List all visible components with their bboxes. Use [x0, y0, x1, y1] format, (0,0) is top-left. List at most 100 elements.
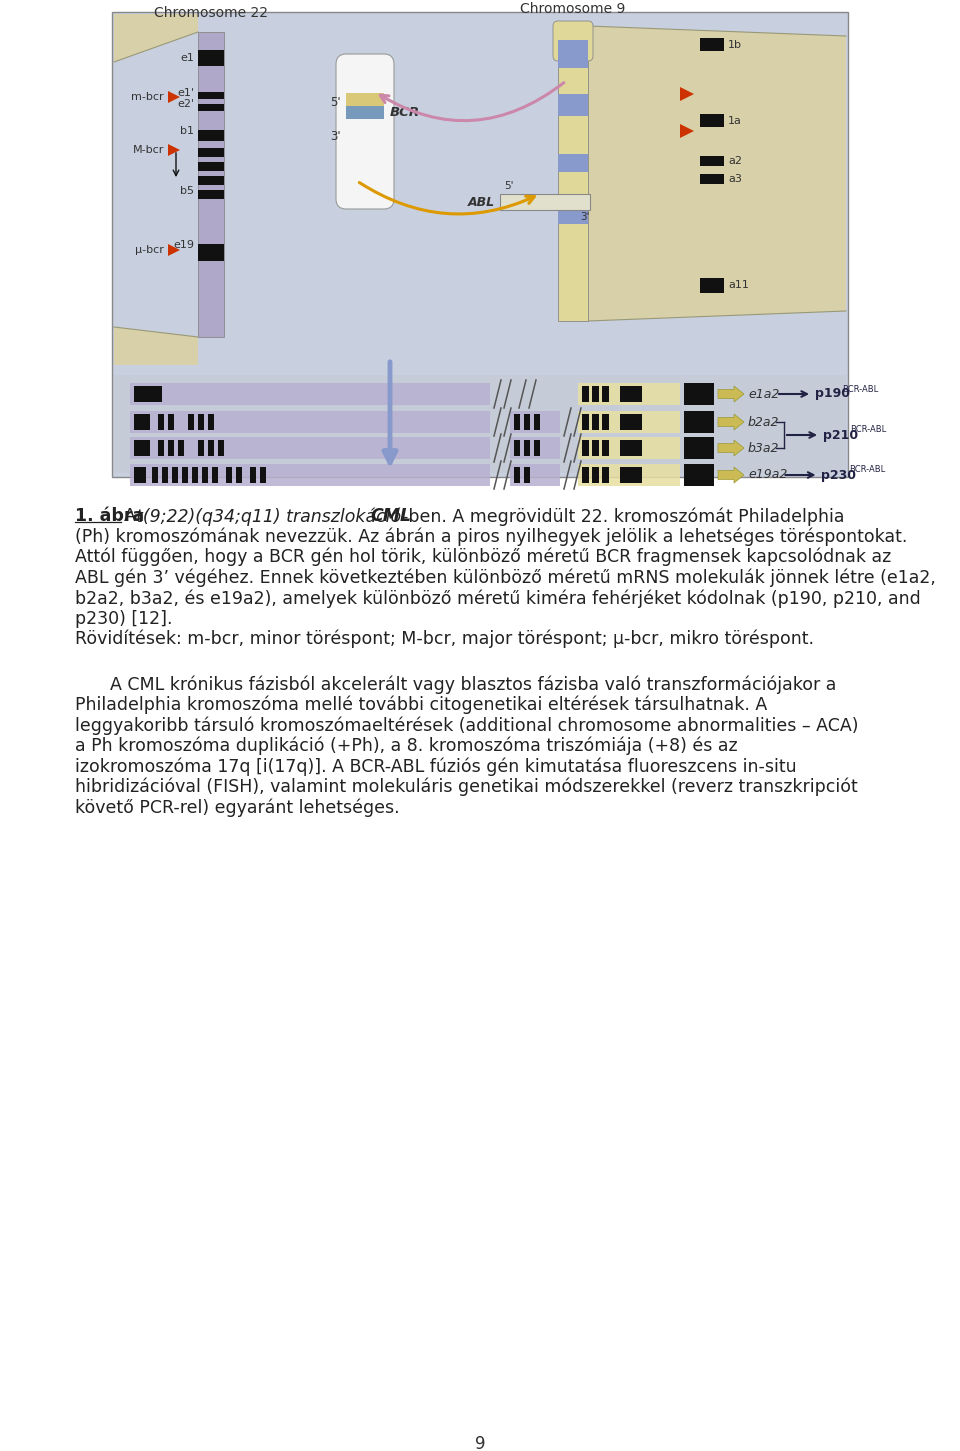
Bar: [558, 26, 588, 321]
Text: b2a2: b2a2: [748, 415, 780, 428]
Text: Chromosome 22: Chromosome 22: [154, 6, 268, 20]
FancyArrowPatch shape: [380, 83, 564, 120]
Bar: [510, 411, 560, 432]
Bar: [158, 440, 164, 456]
Text: ABL gén 3’ végéhez. Ennek következtében különböző méretű mRNS molekulák jönnek l: ABL gén 3’ végéhez. Ennek következtében …: [75, 569, 936, 588]
Text: e19a2: e19a2: [748, 469, 787, 482]
Bar: [578, 411, 680, 432]
Bar: [198, 163, 224, 171]
Bar: [198, 131, 224, 141]
Bar: [198, 32, 224, 337]
Bar: [582, 386, 589, 402]
Bar: [198, 176, 224, 184]
Text: Philadelphia kromoszóma mellé további citogenetikai eltérések társulhatnak. A: Philadelphia kromoszóma mellé további ci…: [75, 695, 767, 714]
Text: b5: b5: [180, 186, 194, 196]
Text: Attól függően, hogy a BCR gén hol törik, különböző méretű BCR fragmensek kapcsol: Attól függően, hogy a BCR gén hol törik,…: [75, 548, 891, 566]
Bar: [620, 440, 642, 456]
Bar: [208, 440, 214, 456]
Bar: [114, 374, 846, 473]
Bar: [250, 467, 256, 483]
Text: követő PCR-rel) egyaránt lehetséges.: követő PCR-rel) egyaránt lehetséges.: [75, 798, 399, 817]
Text: BCR: BCR: [390, 106, 420, 119]
Text: izokromoszóma 17q [i(17q)]. A BCR-ABL fúziós gén kimutatása fluoreszcens in-sit: izokromoszóma 17q [i(17q)]. A BCR-ABL fú…: [75, 757, 797, 776]
Bar: [198, 49, 224, 65]
Bar: [524, 467, 530, 483]
Bar: [514, 467, 520, 483]
Text: ABL: ABL: [468, 196, 495, 209]
Text: m-bcr: m-bcr: [132, 91, 164, 102]
Bar: [524, 440, 530, 456]
Polygon shape: [680, 87, 694, 102]
Bar: [534, 440, 540, 456]
Bar: [192, 467, 198, 483]
Bar: [700, 279, 724, 293]
Bar: [700, 174, 724, 184]
Bar: [188, 414, 194, 429]
Bar: [130, 464, 490, 486]
Polygon shape: [718, 467, 744, 483]
Text: 1a: 1a: [728, 116, 742, 125]
Polygon shape: [168, 244, 180, 255]
Bar: [582, 414, 589, 429]
Bar: [700, 157, 724, 165]
Bar: [534, 414, 540, 429]
Bar: [684, 383, 714, 405]
FancyBboxPatch shape: [553, 20, 593, 61]
Bar: [592, 467, 599, 483]
Text: b3a2: b3a2: [748, 441, 780, 454]
Text: μ-bcr: μ-bcr: [135, 245, 164, 255]
Text: a Ph kromoszóma duplikáció (+Ph), a 8. kromoszóma triszómiája (+8) és az: a Ph kromoszóma duplikáció (+Ph), a 8. k…: [75, 737, 737, 755]
Text: hibridizációval (FISH), valamint molekuláris genetikai módszerekkel (reverz tran: hibridizációval (FISH), valamint molekul…: [75, 778, 857, 797]
Bar: [578, 464, 680, 486]
Bar: [218, 440, 224, 456]
Bar: [130, 383, 490, 405]
Polygon shape: [114, 326, 198, 366]
Text: BCR-ABL: BCR-ABL: [849, 466, 885, 474]
Bar: [212, 467, 218, 483]
Polygon shape: [168, 91, 180, 103]
Bar: [134, 467, 146, 483]
Text: leggyakoribb társuló kromoszómaeltérések (additional chromosome abnormalities – : leggyakoribb társuló kromoszómaeltérések…: [75, 717, 858, 734]
Bar: [500, 194, 590, 210]
Bar: [514, 440, 520, 456]
Text: b2a2, b3a2, és e19a2), amelyek különböző méretű kiméra fehérjéket kódolnak (p190: b2a2, b3a2, és e19a2), amelyek különböző…: [75, 589, 921, 608]
Bar: [700, 38, 724, 51]
Text: e19: e19: [173, 239, 194, 250]
Text: CML: CML: [370, 506, 411, 525]
Bar: [592, 414, 599, 429]
Bar: [178, 440, 184, 456]
Bar: [602, 386, 609, 402]
Bar: [198, 190, 224, 199]
Bar: [700, 115, 724, 128]
Bar: [558, 205, 588, 223]
FancyBboxPatch shape: [336, 54, 394, 209]
Bar: [172, 467, 178, 483]
Bar: [620, 386, 642, 402]
Polygon shape: [718, 414, 744, 429]
Bar: [620, 467, 642, 483]
Polygon shape: [718, 386, 744, 402]
Text: 3': 3': [580, 212, 589, 222]
Text: e1a2: e1a2: [748, 387, 780, 400]
Bar: [582, 467, 589, 483]
Polygon shape: [168, 144, 180, 157]
Text: 5': 5': [330, 96, 341, 109]
Text: e2': e2': [177, 99, 194, 109]
Text: A: A: [124, 506, 141, 525]
Text: t(9;22)(q34;q11) transzlokáció: t(9;22)(q34;q11) transzlokáció: [136, 506, 407, 525]
Text: a2: a2: [728, 157, 742, 165]
Bar: [514, 414, 520, 429]
Polygon shape: [718, 440, 744, 456]
Bar: [558, 41, 588, 68]
Text: 1. ábra: 1. ábra: [75, 506, 144, 525]
Bar: [602, 414, 609, 429]
Text: -ben. A megrövidült 22. kromoszómát Philadelphia: -ben. A megrövidült 22. kromoszómát Phil…: [402, 506, 845, 525]
Bar: [684, 437, 714, 459]
Bar: [684, 411, 714, 432]
Bar: [226, 467, 232, 483]
Text: e1: e1: [180, 54, 194, 62]
Text: BCR-ABL: BCR-ABL: [842, 385, 878, 393]
Bar: [168, 440, 174, 456]
Bar: [620, 414, 642, 429]
Bar: [208, 414, 214, 429]
